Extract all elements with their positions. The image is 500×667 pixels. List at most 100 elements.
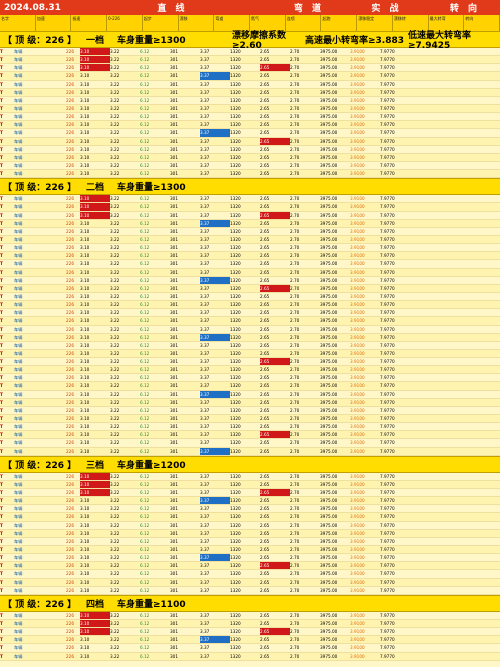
- row-cell: 3975.00: [320, 563, 338, 569]
- row-cell: 3.22: [110, 579, 120, 585]
- row-name: 车辆: [14, 547, 23, 553]
- row-cell: 3975.00: [320, 334, 338, 340]
- row-power: 226: [66, 310, 74, 316]
- row-cell: 3.9100: [350, 196, 365, 202]
- row-cell: 2.70: [290, 653, 300, 659]
- row-power: 226: [66, 391, 74, 397]
- row-cell: 3.22: [110, 424, 120, 430]
- table-row: T 车辆 226 3.10 3.22 6.12 301 3.37 1320 2.65 2.70 397…: [0, 309, 500, 318]
- row-name: 车辆: [14, 162, 23, 168]
- row-name: 车辆: [14, 326, 23, 332]
- row-cell: 3.10: [80, 269, 90, 275]
- row-cell: 3.37: [200, 261, 210, 267]
- row-cell: 1320: [230, 65, 241, 71]
- row-cell: 1320: [230, 612, 241, 618]
- row-cell: 2.65: [260, 383, 270, 389]
- row-cell: 1320: [230, 538, 241, 544]
- row-power: 226: [66, 621, 74, 626]
- row-power: 226: [66, 302, 74, 308]
- row-cell: 3975.00: [320, 629, 338, 635]
- row-cell: 3.22: [110, 621, 120, 626]
- row-cell: 1320: [230, 97, 241, 103]
- row-cell: 3.9100: [350, 138, 365, 144]
- row-cell: 3.22: [110, 212, 120, 218]
- row-cell: 6.12: [140, 57, 150, 63]
- row-name: 车辆: [14, 490, 23, 496]
- row-cell: 3975.00: [320, 228, 338, 234]
- row-cell: 301: [170, 498, 178, 504]
- row-cell: 3.9100: [350, 269, 365, 275]
- row-cell: 3.10: [80, 81, 90, 87]
- row-cell: 3.9100: [350, 448, 365, 454]
- row-cell: 301: [170, 637, 178, 643]
- row-cell: 3.37: [200, 138, 210, 144]
- row-cell: 301: [170, 196, 178, 202]
- row-tag: T: [0, 621, 3, 626]
- row-cell: 3.9100: [350, 473, 365, 479]
- row-cell: 3.37: [200, 390, 230, 398]
- row-cell: 2.70: [290, 359, 300, 365]
- row-tag: T: [0, 481, 3, 487]
- row-cell: 7.9770: [380, 416, 395, 422]
- row-cell: 7.9770: [380, 114, 395, 120]
- row-cell: 2.65: [260, 637, 270, 643]
- row-cell: 2.70: [290, 367, 300, 373]
- row-cell: 7.9770: [380, 645, 395, 651]
- sheet-date: 2024.08.31: [4, 2, 61, 13]
- row-cell: 2.65: [260, 81, 270, 87]
- row-cell: 3.22: [110, 261, 120, 267]
- row-cell: 3.22: [110, 228, 120, 234]
- row-cell: 3975.00: [320, 416, 338, 422]
- row-cell: 2.65: [260, 122, 270, 128]
- row-cell: 3.22: [110, 473, 120, 479]
- row-cell: 301: [170, 473, 178, 479]
- row-cell: 6.12: [140, 350, 150, 356]
- row-cell: 301: [170, 416, 178, 422]
- row-power: 226: [66, 359, 74, 365]
- row-cell: 3.9100: [350, 424, 365, 430]
- row-cell: 3.37: [200, 105, 210, 111]
- row-cell: 2.70: [290, 130, 300, 136]
- table-row: T 车辆 226 3.10 3.22 6.12 301 3.37 1320 2.65 2.70 397…: [0, 244, 500, 253]
- row-name: 车辆: [14, 506, 23, 512]
- row-cell: 2.70: [290, 612, 300, 618]
- row-cell: 3.37: [200, 285, 210, 291]
- table-row: T 车辆 226 3.10 3.22 6.12 301 3.37 1320 2.65 2.70 397…: [0, 146, 500, 154]
- row-cell: 3.9100: [350, 81, 365, 87]
- row-cell: 7.9770: [380, 326, 395, 332]
- row-cell: 3.22: [110, 57, 120, 63]
- table-row: T 车辆 226 3.10 3.22 6.12 301 3.37 1320 2.65 2.70 397…: [0, 72, 500, 81]
- row-cell: 3.22: [110, 196, 120, 202]
- row-tag: T: [0, 473, 3, 479]
- row-cell: 7.9770: [380, 220, 395, 226]
- row-cell: 2.65: [260, 473, 270, 479]
- row-cell: 3.10: [80, 261, 90, 267]
- row-cell: 3.9100: [350, 97, 365, 103]
- section-c3: 车身重量≥1300: [117, 36, 186, 46]
- row-cell: 7.9770: [380, 204, 395, 210]
- row-cell: 3.10: [80, 350, 90, 356]
- row-cell: 3.37: [200, 333, 230, 341]
- row-name: 车辆: [14, 498, 23, 504]
- row-tag: T: [0, 448, 3, 454]
- row-cell: 1320: [230, 285, 241, 291]
- row-cell: 301: [170, 432, 178, 438]
- row-name: 车辆: [14, 130, 23, 136]
- table-row: T 车辆 226 3.10 3.22 6.12 301 3.37 1320 2.65 2.70 397…: [0, 162, 500, 171]
- row-cell: 3.10: [80, 253, 90, 259]
- row-cell: 3.10: [80, 64, 110, 72]
- row-cell: 3.10: [80, 579, 90, 585]
- row-cell: 3975.00: [320, 645, 338, 651]
- row-cell: 2.70: [290, 293, 300, 299]
- row-cell: 301: [170, 245, 178, 251]
- row-cell: 301: [170, 424, 178, 430]
- row-cell: 3975.00: [320, 530, 338, 536]
- row-cell: 1320: [230, 253, 241, 259]
- row-cell: 2.70: [290, 473, 300, 479]
- row-cell: 6.12: [140, 407, 150, 413]
- row-power: 226: [66, 245, 74, 251]
- row-cell: 3.10: [80, 228, 90, 234]
- row-tag: T: [0, 538, 3, 544]
- row-cell: 3.22: [110, 538, 120, 544]
- row-cell: 301: [170, 171, 178, 177]
